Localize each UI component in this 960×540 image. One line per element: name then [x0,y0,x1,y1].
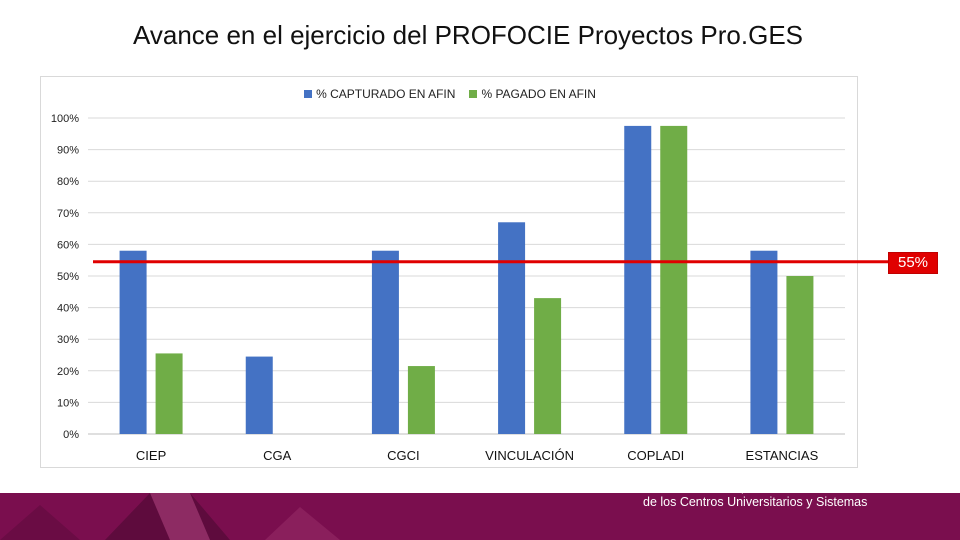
x-tick-label: CGCI [387,448,420,463]
bar-capturado [371,250,399,434]
legend-item-capturado: % CAPTURADO EN AFIN [304,87,455,101]
legend-label-capturado: % CAPTURADO EN AFIN [316,87,456,101]
bar-capturado [498,222,526,434]
x-tick-label: CIEP [136,448,166,463]
footer-decoration [0,493,340,540]
bar-capturado [119,250,147,434]
bar-pagado [534,298,562,434]
y-tick-label: 90% [57,145,79,157]
chart-legend: % CAPTURADO EN AFIN % PAGADO EN AFIN [0,87,900,101]
footer-band [0,493,960,540]
legend-swatch-capturado [304,90,313,98]
bar-pagado [786,276,814,434]
legend-swatch-pagado [469,90,478,98]
bar-capturado [750,250,778,434]
x-tick-label: VINCULACIÓN [485,448,574,463]
legend-item-pagado: % PAGADO EN AFIN [469,87,596,101]
reference-line-label: 55% [888,252,938,274]
y-tick-label: 20% [57,366,79,378]
y-tick-label: 50% [57,271,79,283]
footer-text: Taller informativo para el área administ… [643,480,888,510]
y-tick-label: 100% [51,113,79,125]
bar-pagado [155,353,183,434]
legend-label-pagado: % PAGADO EN AFIN [481,87,596,101]
y-tick-label: 80% [57,176,79,188]
bar-pagado [660,125,688,435]
y-tick-label: 0% [63,429,79,441]
bar-capturado [624,125,652,435]
footer-line-1: Taller informativo para el área administ… [643,480,889,494]
y-tick-label: 10% [57,397,79,409]
y-tick-label: 30% [57,334,79,346]
bar-capturado [245,356,273,434]
footer-line-2: de los Centros Universitarios y Sistemas [643,495,868,509]
y-tick-label: 70% [57,208,79,220]
y-tick-label: 40% [57,303,79,315]
x-tick-label: COPLADI [627,448,684,463]
x-tick-label: ESTANCIAS [746,448,819,463]
x-tick-label: CGA [263,448,292,463]
bar-pagado [407,366,435,434]
slide-title: Avance en el ejercicio del PROFOCIE Proy… [132,20,804,50]
y-tick-label: 60% [57,239,79,251]
